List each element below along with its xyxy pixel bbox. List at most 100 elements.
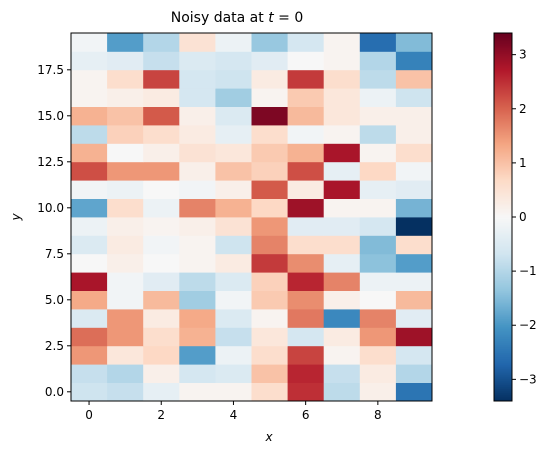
heatmap-cell — [323, 309, 361, 328]
colorbar-segment — [494, 253, 512, 256]
colorbar-segment — [494, 187, 512, 190]
heatmap-cell — [287, 143, 325, 163]
colorbar-segment — [494, 93, 512, 96]
heatmap-cell — [143, 290, 180, 310]
plot-frame — [70, 32, 433, 402]
heatmap-cell — [71, 345, 108, 365]
heatmap-cell — [107, 69, 144, 89]
heatmap-cell — [395, 88, 433, 107]
heatmap-cell — [359, 125, 397, 144]
heatmap-cell — [251, 290, 288, 310]
heatmap-cell — [107, 364, 144, 383]
colorbar-segment — [494, 141, 512, 144]
colorbar-segment — [494, 261, 512, 264]
heatmap-cell — [359, 51, 397, 71]
chart-title: Noisy data at t = 0 — [171, 10, 304, 26]
colorbar-segment — [494, 101, 512, 104]
colorbar-segment — [494, 171, 512, 174]
heatmap-cell — [359, 309, 397, 328]
colorbar-segment — [494, 115, 512, 118]
y-tick-label: 7.5 — [45, 247, 64, 261]
colorbar-segment — [494, 317, 512, 320]
heatmap-cell — [143, 235, 180, 255]
heatmap-cell — [215, 143, 252, 163]
colorbar-segment — [494, 235, 512, 238]
heatmap-cell — [359, 217, 397, 236]
colorbar-segment — [494, 91, 512, 94]
colorbar-segment — [494, 159, 512, 162]
colorbar-segment — [494, 269, 512, 272]
colorbar-tick-label: −3 — [519, 372, 537, 386]
heatmap-cell — [359, 198, 397, 218]
colorbar-segment — [494, 367, 512, 370]
colorbar-segment — [494, 255, 512, 258]
title-suffix: = 0 — [274, 10, 304, 26]
heatmap-cell — [359, 253, 397, 273]
heatmap-cell — [251, 327, 288, 347]
heatmap-cell — [107, 180, 144, 199]
heatmap-cell — [287, 217, 325, 236]
colorbar-segment — [494, 129, 512, 132]
heatmap-cell — [179, 309, 216, 328]
colorbar-segment — [494, 257, 512, 260]
colorbar-segment — [494, 275, 512, 278]
heatmap-cell — [359, 161, 397, 181]
colorbar-segment — [494, 353, 512, 356]
colorbar-segment — [494, 283, 512, 286]
heatmap-cell — [179, 88, 216, 107]
colorbar-segment — [494, 181, 512, 184]
heatmap-cell — [107, 217, 144, 236]
colorbar-segment — [494, 71, 512, 74]
colorbar-segment — [494, 177, 512, 180]
colorbar-tick-label: 3 — [519, 48, 527, 62]
colorbar-tick-label: −2 — [519, 318, 537, 332]
colorbar-segment — [494, 247, 512, 250]
heatmap-cell — [395, 345, 433, 365]
heatmap-cell — [143, 51, 180, 71]
x-tick-label: 6 — [302, 408, 310, 422]
colorbar-segment — [494, 195, 512, 198]
colorbar-segment — [494, 249, 512, 252]
x-tick-label: 4 — [230, 408, 238, 422]
heatmap-cell — [323, 198, 361, 218]
heatmap-cell — [287, 382, 325, 402]
colorbar-segment — [494, 337, 512, 340]
colorbar-segment — [494, 67, 512, 70]
colorbar-segment — [494, 289, 512, 292]
colorbar-segment — [494, 233, 512, 236]
heatmap-cell — [179, 327, 216, 347]
y-axis-label: y — [9, 213, 23, 222]
colorbar-segment — [494, 397, 512, 400]
colorbar-segment — [494, 97, 512, 100]
heatmap-cell — [323, 382, 361, 402]
colorbar-segment — [494, 271, 512, 274]
heatmap-cell — [71, 106, 108, 126]
colorbar-segment — [494, 219, 512, 222]
heatmap-cell — [143, 125, 180, 144]
heatmap-cell — [215, 253, 252, 273]
heatmap-cell — [215, 180, 252, 199]
heatmap-cell — [359, 327, 397, 347]
heatmap-cell — [143, 309, 180, 328]
colorbar-segment — [494, 333, 512, 336]
heatmap-cell — [395, 272, 433, 291]
colorbar-segment — [494, 355, 512, 358]
heatmap-cell — [215, 327, 252, 347]
colorbar-segment — [494, 145, 512, 148]
colorbar-segment — [494, 351, 512, 354]
heatmap-cell — [251, 51, 288, 71]
heatmap-cell — [71, 180, 108, 199]
colorbar-segment — [494, 127, 512, 130]
colorbar-segment — [494, 349, 512, 352]
colorbar-segment — [494, 157, 512, 160]
colorbar-segment — [494, 315, 512, 318]
heatmap-cell — [107, 235, 144, 255]
heatmap-cell — [215, 345, 252, 365]
heatmap-cell — [71, 143, 108, 163]
heatmap-cell — [251, 180, 288, 199]
heatmap-cell — [215, 272, 252, 291]
heatmap-cell — [179, 33, 216, 52]
heatmap-cell — [395, 180, 433, 199]
colorbar-segment — [494, 267, 512, 270]
colorbar-segment — [494, 225, 512, 228]
